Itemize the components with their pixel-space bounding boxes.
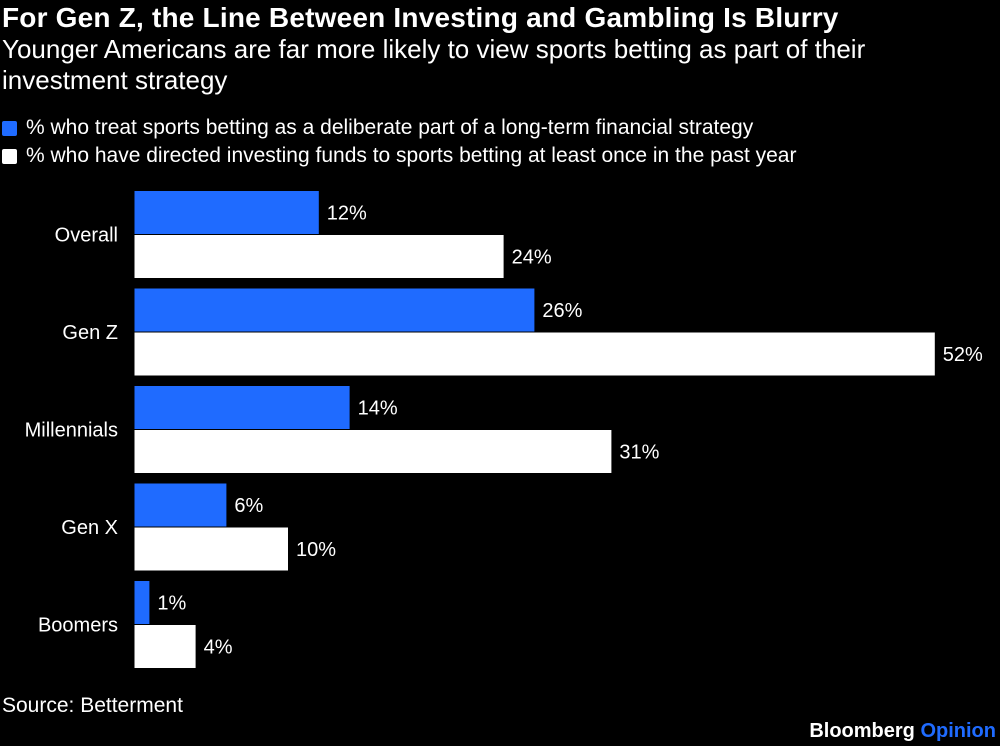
bar-gen-z-series-2 <box>134 332 935 376</box>
data-label-gen-z-series-1: 26% <box>542 300 582 322</box>
legend-label-strategy: % who treat sports betting as a delibera… <box>26 116 754 139</box>
legend: % who treat sports betting as a delibera… <box>2 114 796 170</box>
brand-section: Opinion <box>920 720 996 742</box>
category-label-gen-z: Gen Z <box>62 322 118 344</box>
data-label-boomers-series-2: 4% <box>204 637 233 659</box>
legend-label-directed-funds: % who have directed investing funds to s… <box>26 144 797 167</box>
bar-gen-x-series-2 <box>134 527 288 571</box>
source-note: Source: Betterment <box>2 694 183 717</box>
data-label-gen-x-series-1: 6% <box>234 495 263 517</box>
data-label-millennials-series-1: 14% <box>358 398 398 420</box>
chart-title: For Gen Z, the Line Between Investing an… <box>2 2 839 33</box>
legend-swatch-white <box>2 148 17 164</box>
brand-logo: Bloomberg Opinion <box>809 720 996 743</box>
bar-millennials-series-2 <box>134 430 612 473</box>
bar-overall-series-2 <box>134 235 504 278</box>
data-label-gen-z-series-2: 52% <box>943 344 983 366</box>
legend-item-strategy: % who treat sports betting as a delibera… <box>2 114 796 142</box>
category-label-millennials: Millennials <box>25 420 118 442</box>
category-label-gen-x: Gen X <box>61 517 118 539</box>
data-label-gen-x-series-2: 10% <box>296 539 336 561</box>
bar-millennials-series-1 <box>134 386 350 429</box>
bar-boomers-series-1 <box>134 581 150 624</box>
category-label-boomers: Boomers <box>38 615 118 637</box>
chart-subtitle: Younger Americans are far more likely to… <box>2 34 866 95</box>
bar-overall-series-1 <box>134 191 319 234</box>
legend-swatch-blue <box>2 120 17 136</box>
brand-name: Bloomberg <box>809 720 915 742</box>
data-label-boomers-series-1: 1% <box>157 593 186 615</box>
bar-boomers-series-2 <box>134 625 196 668</box>
category-label-overall: Overall <box>55 225 118 247</box>
bar-gen-x-series-1 <box>134 483 227 527</box>
bar-gen-z-series-1 <box>134 288 535 332</box>
data-label-overall-series-1: 12% <box>327 203 367 225</box>
data-label-millennials-series-2: 31% <box>619 442 659 464</box>
data-label-overall-series-2: 24% <box>512 247 552 269</box>
legend-item-directed-funds: % who have directed investing funds to s… <box>2 142 796 170</box>
bar-chart: Overall 12% 24% Gen Z 26% 52% Millennials 14% 31… <box>25 191 983 668</box>
